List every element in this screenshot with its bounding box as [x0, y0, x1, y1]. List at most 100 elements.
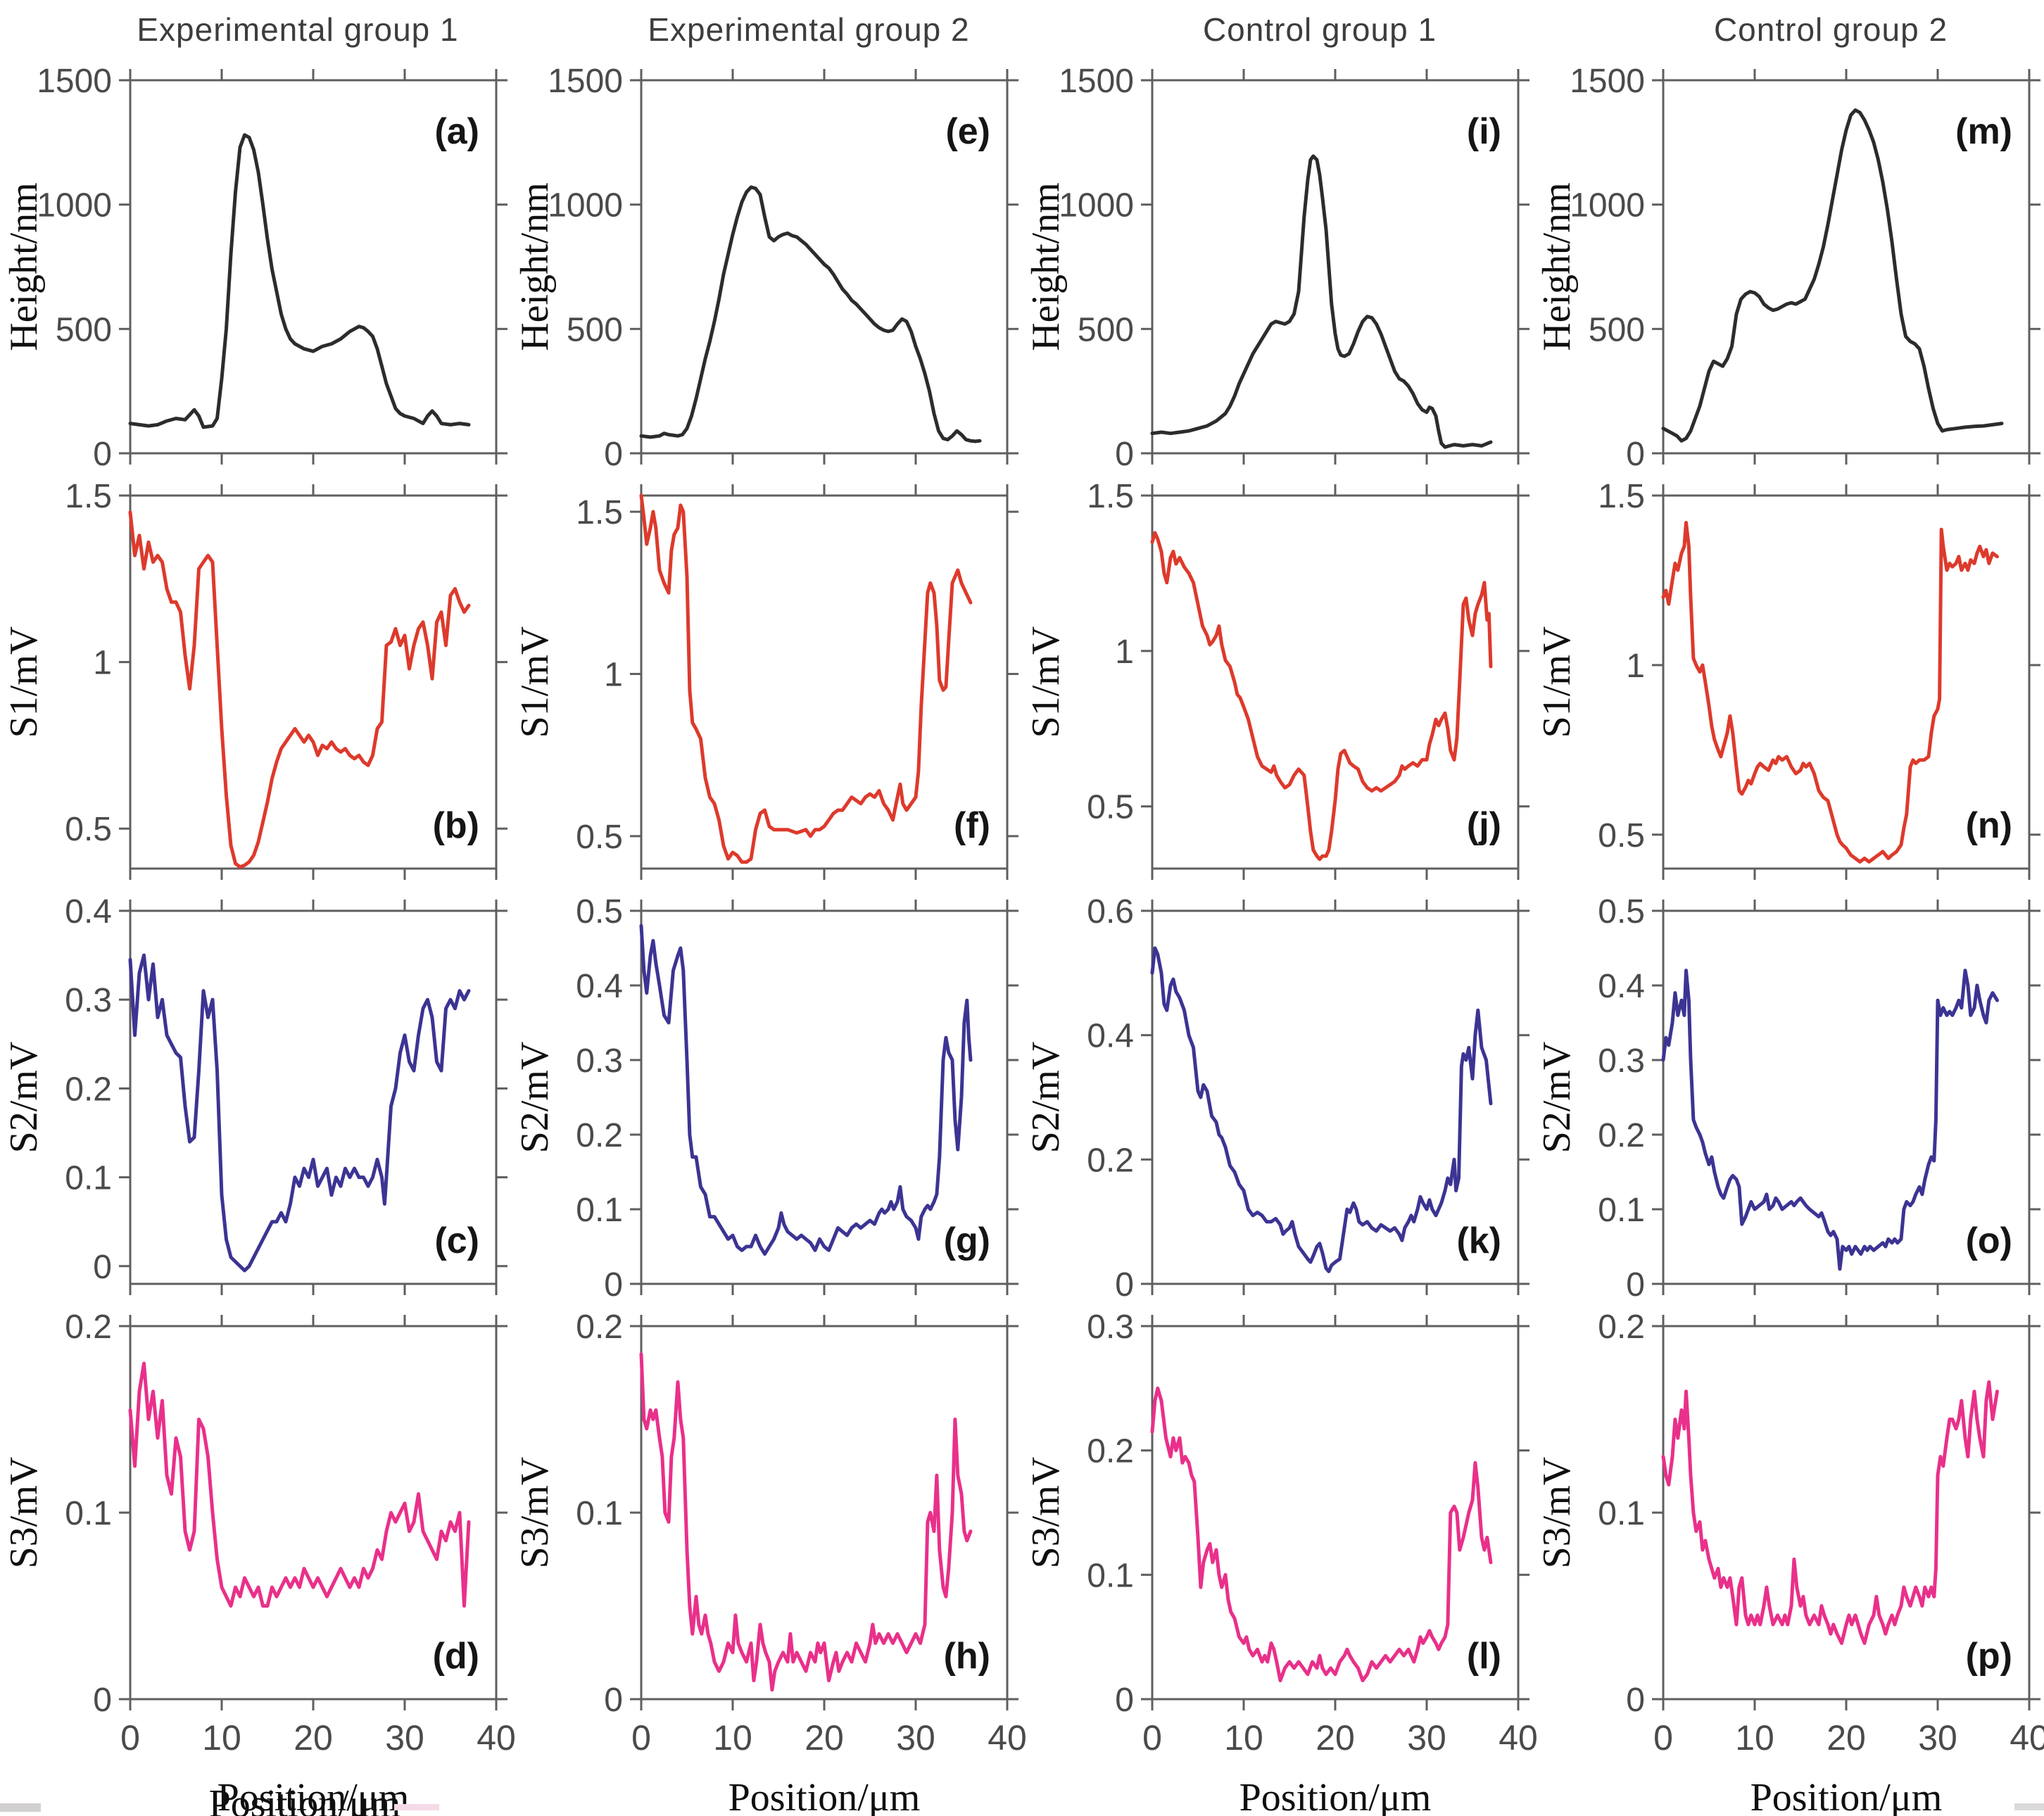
panel-j: 0.5 1 1.5 S1/mV (j) — [1022, 474, 1533, 890]
series-line-k — [1150, 946, 1493, 1273]
panel-letter: (f) — [954, 805, 990, 846]
plot-f: 0.5 1 1.5 S1/mV (f) — [513, 484, 1018, 880]
y-tick-label: 1.5 — [1087, 478, 1134, 515]
y-tick-label: 500 — [567, 311, 623, 348]
y-tick-label: 0.5 — [576, 893, 623, 931]
y-axis-label: S2/mV — [1535, 1042, 1579, 1154]
series-line-g — [639, 923, 973, 1256]
x-tick-label: 20 — [805, 1718, 844, 1758]
series-line-e — [639, 185, 982, 443]
y-tick-label: 1.5 — [65, 478, 112, 515]
y-tick-label: 1000 — [37, 187, 112, 225]
y-tick-label: 0.5 — [576, 819, 623, 856]
y-axis-label: S3/mV — [1024, 1457, 1068, 1569]
panel-letter: (n) — [1966, 805, 2012, 846]
y-tick-label: 0 — [604, 436, 623, 473]
panel-g: 0 0.1 0.2 0.3 0.4 0.5 S2/mV (g) — [511, 890, 1022, 1305]
x-tick-label: 40 — [988, 1718, 1027, 1758]
y-axis-label: S3/mV — [1535, 1457, 1579, 1569]
plot-a: 0 500 1000 1500 Height/nm (a) — [2, 63, 507, 473]
plot-l: 0 10 20 30 40 0 0.1 0.2 0.3 S3/mV Position/μm (l) — [1024, 1309, 1538, 1816]
x-axis-label: Position/μm — [1750, 1776, 1943, 1816]
y-tick-label: 0.2 — [576, 1117, 623, 1154]
y-tick-label: 0.4 — [576, 968, 623, 1005]
plot-k: 0 0.2 0.4 0.6 S2/mV (k) — [1024, 893, 1529, 1304]
series-line-b — [128, 510, 471, 869]
axes-box — [640, 494, 1009, 870]
column-title-text: Control group 2 — [1713, 11, 1948, 48]
panel-b: 0.5 1 1.5 S1/mV (b) — [0, 474, 511, 890]
y-tick-label: 1.5 — [576, 494, 623, 531]
y-tick-label: 0.2 — [65, 1071, 112, 1108]
x-axis-label: Position/μm — [728, 1776, 921, 1816]
panel-m: 0 500 1000 1500 Height/nm (m) — [1533, 59, 2044, 474]
y-tick-label: 0 — [1626, 436, 1645, 473]
column-title-experimental-group-2: Experimental group 2 — [511, 0, 1022, 59]
series-line-f — [639, 493, 973, 864]
y-tick-label: 0 — [1626, 1682, 1645, 1719]
x-tick-label: 40 — [1499, 1718, 1538, 1758]
scan-artifact — [0, 1803, 41, 1812]
y-tick-label: 0.1 — [1598, 1192, 1645, 1229]
x-tick-label: 10 — [713, 1718, 752, 1758]
plot-b: 0.5 1 1.5 S1/mV (b) — [2, 478, 507, 880]
y-axis-label: Height/nm — [1535, 182, 1579, 351]
panel-letter: (e) — [945, 111, 990, 152]
panel-c: 0 0.1 0.2 0.3 0.4 S2/mV (c) — [0, 890, 511, 1305]
y-axis-label: S1/mV — [2, 626, 46, 738]
x-tick-label: 0 — [120, 1718, 140, 1758]
y-tick-label: 0 — [1115, 436, 1134, 473]
plot-c: 0 0.1 0.2 0.3 0.4 S2/mV (c) — [2, 893, 507, 1295]
y-tick-label: 0 — [1115, 1266, 1134, 1304]
y-tick-label: 1.5 — [1598, 478, 1645, 515]
x-tick-label: 10 — [202, 1718, 241, 1758]
y-tick-label: 1500 — [548, 63, 623, 100]
y-tick-label: 1500 — [37, 63, 112, 100]
y-tick-label: 0.1 — [65, 1495, 112, 1532]
y-axis-label: S2/mV — [1024, 1042, 1068, 1154]
y-tick-label: 0.3 — [1087, 1309, 1134, 1346]
y-tick-label: 0.5 — [1087, 789, 1134, 826]
panel-l: 0 10 20 30 40 0 0.1 0.2 0.3 S3/mV Position/μm (l) — [1022, 1305, 1538, 1816]
series-line-h — [639, 1352, 973, 1692]
x-tick-label: 0 — [631, 1718, 651, 1758]
y-tick-label: 1500 — [1059, 63, 1134, 100]
plot-o: 0 0.1 0.2 0.3 0.4 0.5 S2/mV (o) — [1535, 893, 2040, 1304]
column-title-text: Control group 1 — [1202, 11, 1437, 48]
x-tick-label: 20 — [1827, 1718, 1866, 1758]
y-axis-label: Height/nm — [1024, 182, 1068, 351]
column-title-experimental-group-1: Experimental group 1 — [0, 0, 511, 59]
y-tick-label: 1 — [93, 645, 112, 682]
y-tick-label: 0.2 — [1598, 1309, 1645, 1346]
panel-letter: (m) — [1955, 111, 2012, 152]
axes-box — [1151, 1325, 1520, 1701]
y-tick-label: 0.3 — [65, 982, 112, 1019]
y-tick-label: 0.1 — [1087, 1557, 1134, 1594]
y-tick-label: 1 — [1626, 648, 1645, 685]
y-tick-label: 0 — [93, 436, 112, 473]
series-line-m — [1661, 108, 2004, 443]
series-line-n — [1661, 521, 1999, 864]
x-tick-label: 30 — [385, 1718, 424, 1758]
panel-letter: (p) — [1966, 1636, 2012, 1677]
x-tick-label: 0 — [1142, 1718, 1162, 1758]
series-line-i — [1150, 154, 1493, 449]
x-tick-label: 20 — [1316, 1718, 1355, 1758]
x-axis-label: Position/μm — [1239, 1776, 1432, 1816]
column-title-control-group-2: Control group 2 — [1533, 0, 2044, 59]
y-axis-label: S3/mV — [513, 1457, 557, 1569]
y-axis-label: S1/mV — [1024, 626, 1068, 738]
y-tick-label: 0.5 — [1598, 817, 1645, 855]
scan-artifact — [2014, 1803, 2044, 1810]
panel-d: 0 10 20 30 40 0 0.1 0.2 S3/mV Position/μm Position… — [0, 1305, 516, 1816]
y-tick-label: 0.1 — [1598, 1495, 1645, 1532]
y-tick-label: 0.5 — [65, 811, 112, 848]
y-tick-label: 0.2 — [576, 1309, 623, 1346]
y-axis-label: Height/nm — [513, 182, 557, 351]
y-tick-label: 0.1 — [576, 1495, 623, 1532]
plot-n: 0.5 1 1.5 S1/mV (n) — [1535, 478, 2040, 880]
x-tick-label: 30 — [1407, 1718, 1446, 1758]
y-tick-label: 500 — [56, 311, 112, 348]
y-tick-label: 0.4 — [1598, 968, 1645, 1005]
y-axis-label: S1/mV — [513, 626, 557, 738]
